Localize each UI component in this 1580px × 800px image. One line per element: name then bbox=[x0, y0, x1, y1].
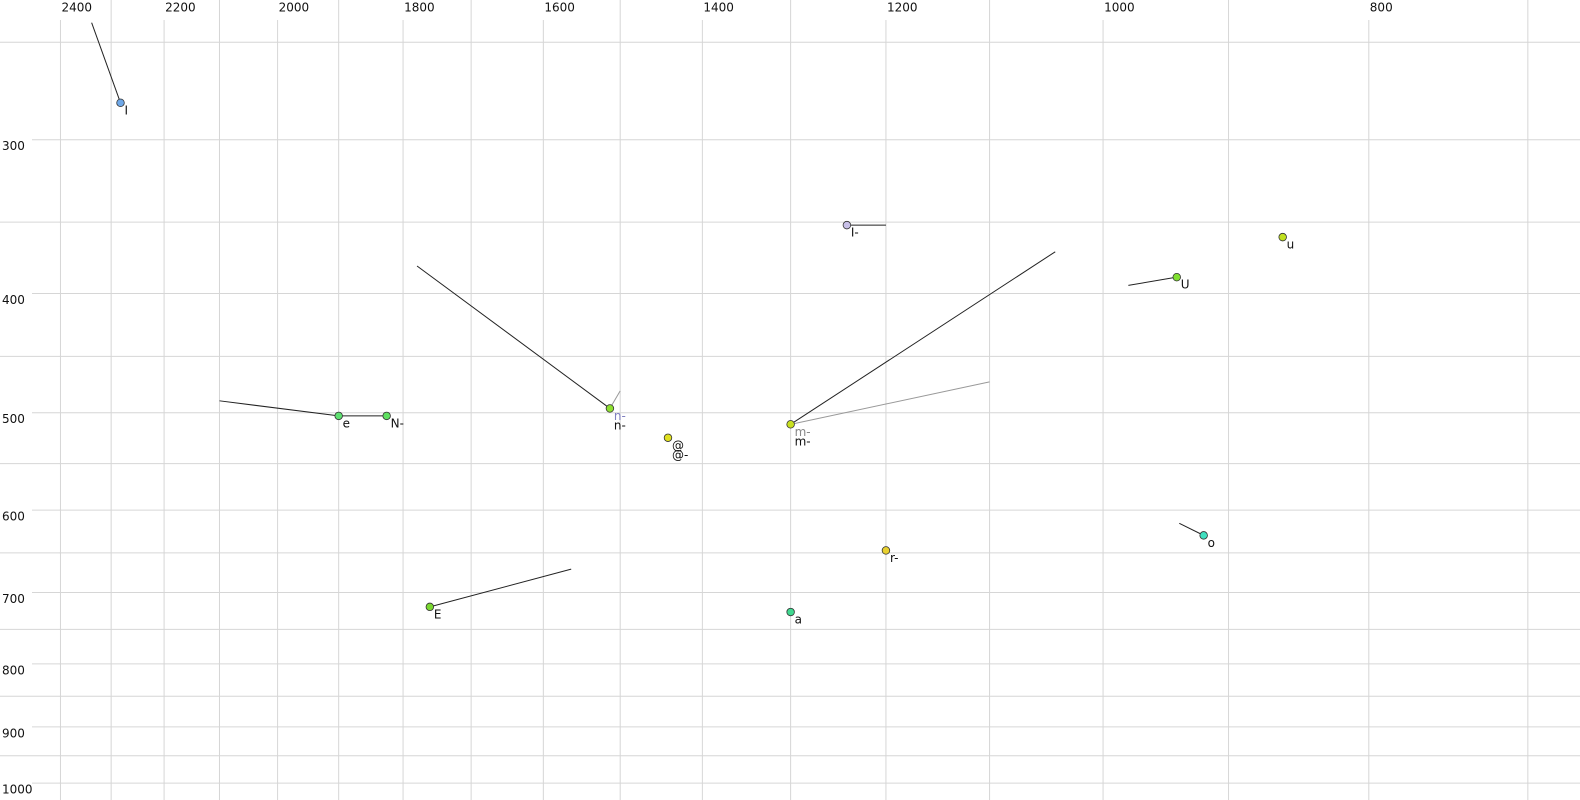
y-tick-label: 500 bbox=[2, 412, 25, 426]
vowel-label: E bbox=[434, 607, 442, 621]
vowel-label: m- bbox=[795, 425, 811, 439]
vowel-point bbox=[1172, 272, 1181, 282]
trajectory bbox=[790, 381, 990, 425]
trajectory bbox=[91, 22, 121, 103]
x-tick-label: 1600 bbox=[544, 1, 575, 15]
vowel-point bbox=[116, 98, 125, 108]
y-tick-label: 600 bbox=[2, 510, 25, 524]
vowel-point bbox=[1199, 531, 1208, 540]
trajectory bbox=[790, 251, 1056, 425]
vowel-label: U bbox=[1181, 278, 1190, 292]
trajectory bbox=[219, 400, 339, 417]
y-tick-label: 900 bbox=[2, 726, 25, 740]
vowel-label: N- bbox=[391, 416, 404, 430]
trajectory bbox=[1179, 522, 1204, 536]
vowel-label: u bbox=[1287, 238, 1295, 252]
x-tick-label: 2400 bbox=[61, 1, 92, 15]
y-tick-label: 400 bbox=[2, 293, 25, 307]
x-tick-label: 1800 bbox=[404, 1, 435, 15]
vowel-label: m- bbox=[795, 434, 811, 448]
vowel-point bbox=[1278, 232, 1287, 242]
vowel-point bbox=[786, 420, 795, 429]
vowel-label: r- bbox=[890, 551, 899, 565]
vowel-label: I bbox=[125, 103, 129, 117]
vowel-point bbox=[663, 433, 673, 442]
x-tick-label: 2000 bbox=[279, 1, 310, 15]
x-tick-label: 1000 bbox=[1104, 1, 1135, 15]
vowel-point bbox=[605, 404, 615, 413]
x-tick-label: 800 bbox=[1370, 1, 1393, 15]
y-tick-label: 800 bbox=[2, 663, 25, 677]
y-tick-label: 300 bbox=[2, 139, 25, 153]
trajectory bbox=[429, 568, 572, 608]
vowel-label: n- bbox=[614, 418, 626, 432]
x-tick-label: 2200 bbox=[165, 1, 196, 15]
vowel-label: @ bbox=[672, 438, 684, 452]
y-tick-label: 1000 bbox=[2, 783, 33, 797]
vowel-point bbox=[786, 607, 795, 617]
y-tick-label: 700 bbox=[2, 592, 25, 606]
x-tick-label: 1400 bbox=[703, 1, 734, 15]
vowel-point bbox=[334, 411, 343, 421]
vowel-label: a bbox=[795, 613, 802, 627]
vowel-point bbox=[382, 411, 391, 421]
vowel-label: o bbox=[1208, 536, 1215, 550]
vowel-point bbox=[842, 220, 852, 230]
x-tick-label: 1200 bbox=[887, 1, 918, 15]
trajectory bbox=[416, 265, 611, 409]
vowel-label: e bbox=[343, 416, 350, 430]
vowel-point bbox=[881, 546, 891, 555]
vowel-label: I- bbox=[851, 226, 859, 240]
trajectory bbox=[1128, 276, 1177, 286]
vowel-label: @- bbox=[672, 448, 688, 462]
vowel-point bbox=[425, 602, 435, 612]
vowel-label: n- bbox=[614, 409, 626, 423]
